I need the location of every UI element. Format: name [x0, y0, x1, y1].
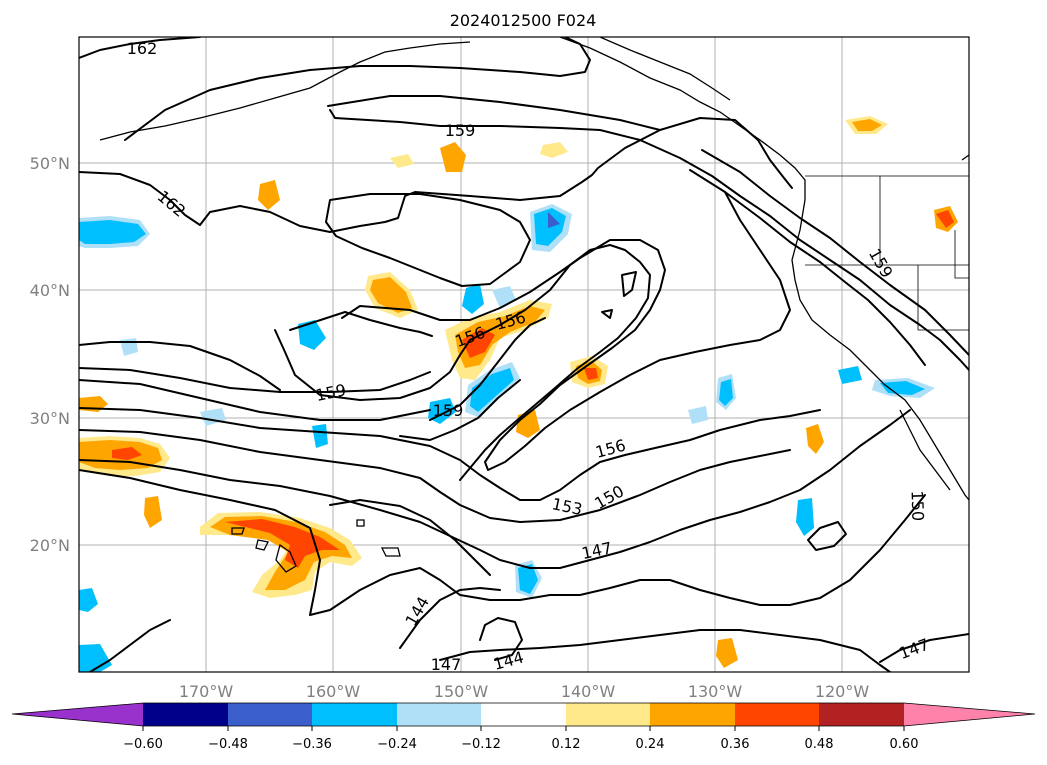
lat-label: 30°N [30, 409, 70, 428]
lat-label: 20°N [30, 536, 70, 555]
contour-label: 159 [445, 121, 476, 140]
contour-label: 150 [907, 490, 927, 521]
coastlines [99, 37, 969, 573]
lon-label: 120°W [815, 682, 870, 701]
colorbar-swatch [481, 703, 566, 726]
colorbar: −0.60 −0.48 −0.36 −0.24 −0.12 0.12 0.24 … [11, 702, 1036, 752]
height-contours [79, 37, 969, 672]
colorbar-extend-high [904, 703, 1035, 726]
colorbar-ticks [142, 726, 905, 731]
colorbar-tick-label: −0.60 [123, 737, 163, 752]
colorbar-swatch [650, 703, 735, 726]
lon-label: 160°W [306, 682, 361, 701]
map-panel: 162 162 159 159 159 159 156 156 156 153 … [79, 37, 969, 674]
contour-label: 159 [433, 401, 464, 420]
lat-label: 50°N [30, 154, 70, 173]
colorbar-swatch [143, 703, 228, 726]
colorbar-tick-label: 0.36 [721, 737, 750, 752]
colorbar-swatch [312, 703, 397, 726]
lon-label: 150°W [434, 682, 489, 701]
colorbar-tick-label: −0.36 [292, 737, 332, 752]
lat-label: 40°N [30, 281, 70, 300]
lon-label: 130°W [688, 682, 743, 701]
colorbar-swatch [819, 703, 904, 726]
colorbar-tick-label: 0.48 [805, 737, 834, 752]
longitude-labels: 170°W 160°W 150°W 140°W 130°W 120°W [179, 682, 870, 701]
colorbar-swatch [228, 703, 312, 726]
colorbar-swatch [566, 703, 650, 726]
colorbar-swatch [397, 703, 481, 726]
colorbar-extend-low [12, 703, 143, 726]
map-frame [78, 36, 970, 673]
colorbar-tick-label: 0.24 [636, 737, 665, 752]
colorbar-tick-label: −0.12 [461, 737, 501, 752]
colorbar-tick-label: −0.24 [377, 737, 417, 752]
latitude-labels: 50°N 40°N 30°N 20°N [30, 154, 70, 555]
map-title: 2024012500 F024 [450, 11, 597, 30]
contour-label: 147 [431, 655, 462, 674]
lon-label: 170°W [179, 682, 234, 701]
contour-label: 162 [127, 39, 158, 58]
colorbar-tick-label: −0.48 [208, 737, 248, 752]
colorbar-tick-label: 0.12 [552, 737, 581, 752]
lon-label: 140°W [561, 682, 616, 701]
colorbar-tick-label: 0.60 [890, 737, 919, 752]
colorbar-swatch [735, 703, 819, 726]
